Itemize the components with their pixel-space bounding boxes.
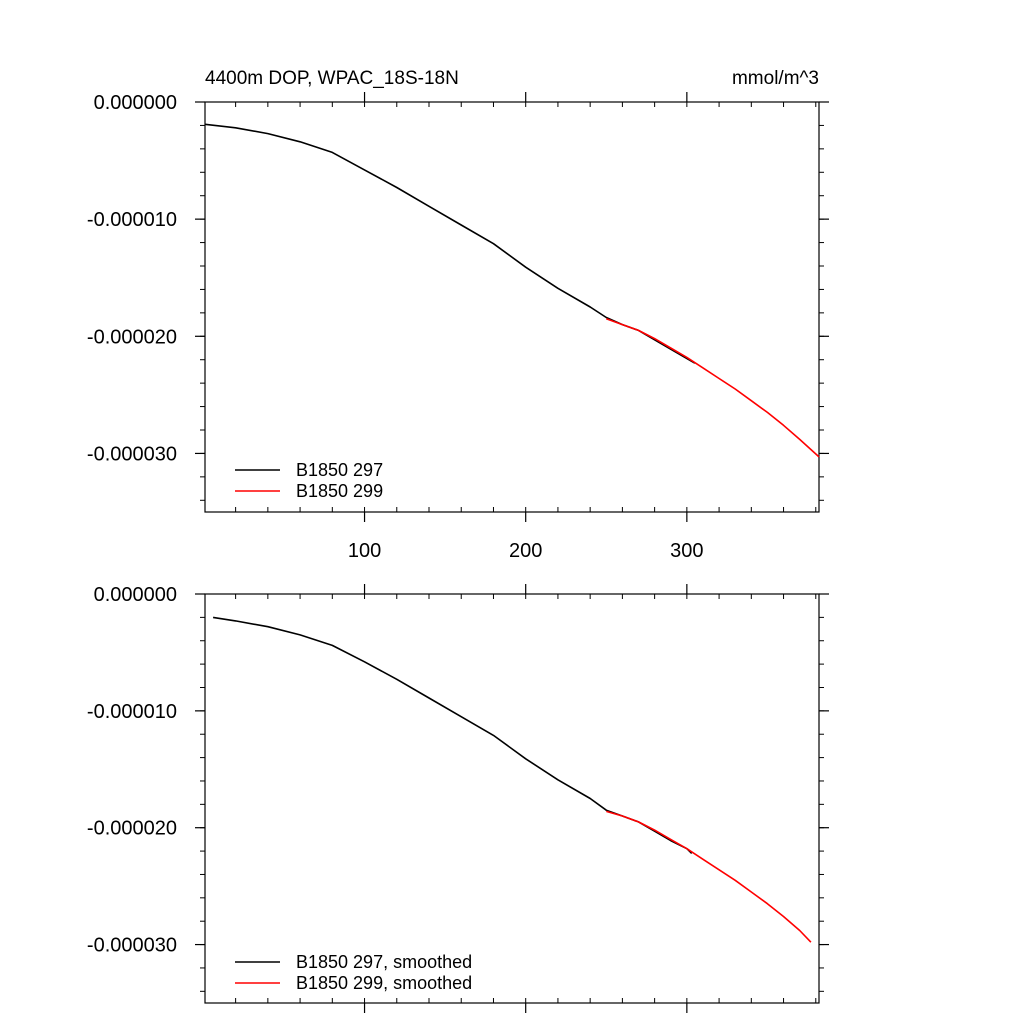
y-tick-label: -0.000030: [87, 935, 177, 957]
legend-label: B1850 297, smoothed: [296, 952, 472, 972]
legend-label: B1850 299, smoothed: [296, 973, 472, 993]
series-line-1: [212, 616, 693, 854]
chart-panel-1: 100 200 300 0.000000 -0.000010 -0.000020 -0.00…: [87, 68, 829, 562]
y-tick-label: -0.000020: [87, 326, 177, 348]
y-tick-label: -0.000010: [87, 209, 177, 231]
legend-label: B1850 299: [296, 481, 383, 501]
x-tick-label: 300: [670, 540, 703, 562]
y-tick-label: -0.000020: [87, 818, 177, 840]
legend-label: B1850 297: [296, 460, 383, 480]
series-line-2: [606, 317, 820, 458]
y-tick-label: 0.000000: [94, 92, 177, 114]
plot-frame: [204, 593, 820, 1004]
y-tick-label: 0.000000: [94, 584, 177, 606]
plot-frame: [204, 101, 820, 513]
chart-units: mmol/m^3: [732, 68, 819, 89]
series-line-2: [606, 810, 812, 943]
x-tick-label: 100: [348, 540, 381, 562]
series-line-1: [204, 123, 696, 364]
chart-title: 4400m DOP, WPAC_18S-18N: [205, 68, 459, 89]
chart-panel-2: 0.000000 -0.000010 -0.000020 -0.000030 B1850…: [87, 584, 829, 1013]
x-tick-label: 200: [509, 540, 542, 562]
y-tick-label: -0.000030: [87, 443, 177, 465]
y-tick-label: -0.000010: [87, 701, 177, 723]
